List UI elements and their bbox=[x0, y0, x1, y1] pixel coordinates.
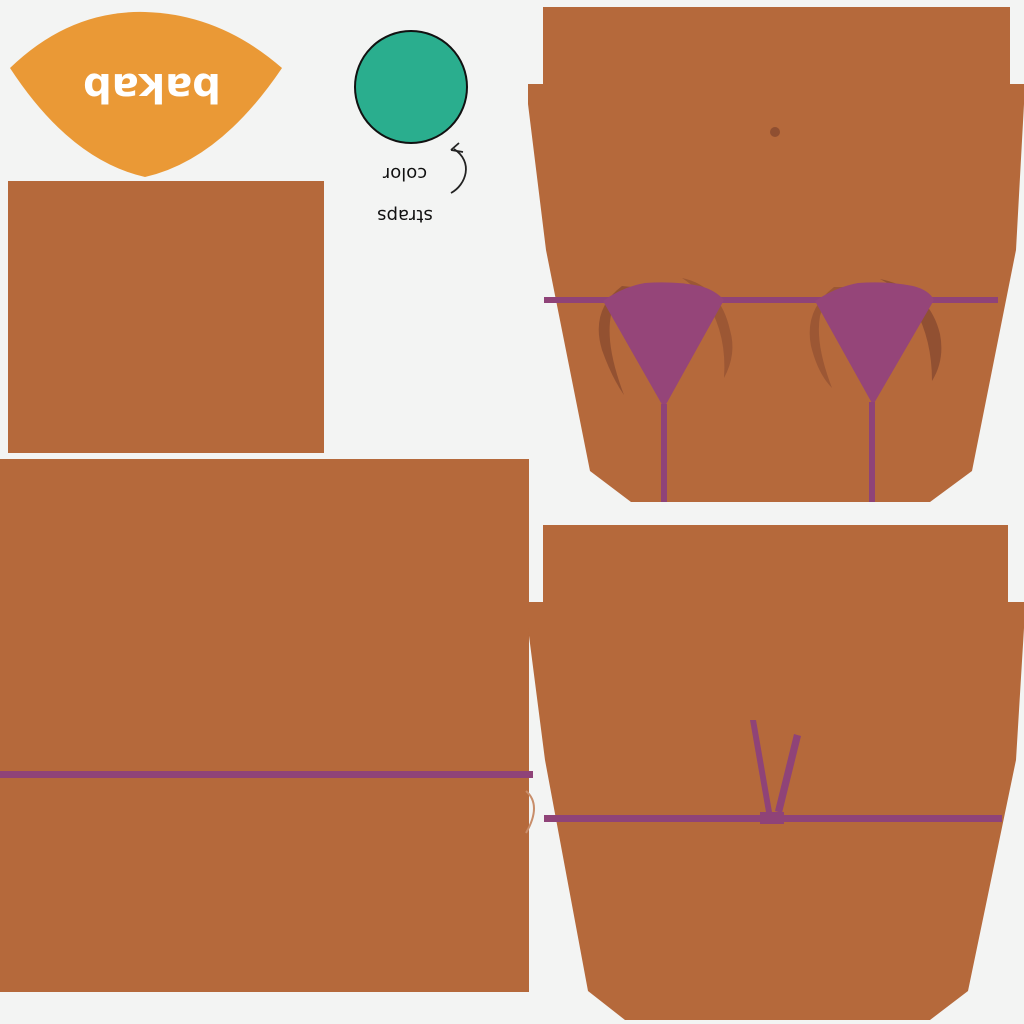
left-lower-panel-edge-shadow bbox=[525, 790, 535, 834]
strap-color-swatch bbox=[354, 30, 468, 144]
left-bikini-top-triangle bbox=[603, 282, 724, 408]
right-breast-shadow bbox=[809, 287, 846, 388]
swatch-note-line2: color bbox=[382, 163, 427, 184]
curved-arrow-icon bbox=[450, 148, 467, 194]
left-lower-panel-strap bbox=[0, 771, 533, 778]
left-vertical-strap bbox=[661, 404, 667, 502]
label-text: bakab bbox=[83, 64, 221, 110]
curved-arrow-head bbox=[450, 142, 464, 153]
right-vertical-strap bbox=[869, 402, 875, 502]
left-lower-panel bbox=[0, 459, 529, 992]
lower-torso-panel bbox=[528, 525, 1024, 1020]
right-bikini-top-triangle bbox=[815, 282, 934, 405]
left-upper-panel bbox=[8, 181, 324, 453]
upper-torso-panel bbox=[528, 7, 1024, 502]
thong-left-strap bbox=[750, 720, 772, 812]
left-breast-shadow bbox=[598, 286, 632, 395]
thong-center-knot bbox=[760, 812, 784, 824]
upper-horizontal-strap bbox=[544, 297, 998, 303]
navel-mark bbox=[770, 127, 780, 137]
label-patch bbox=[10, 11, 282, 177]
thong-right-strap bbox=[775, 734, 801, 813]
swatch-note-line1: straps bbox=[377, 205, 433, 226]
